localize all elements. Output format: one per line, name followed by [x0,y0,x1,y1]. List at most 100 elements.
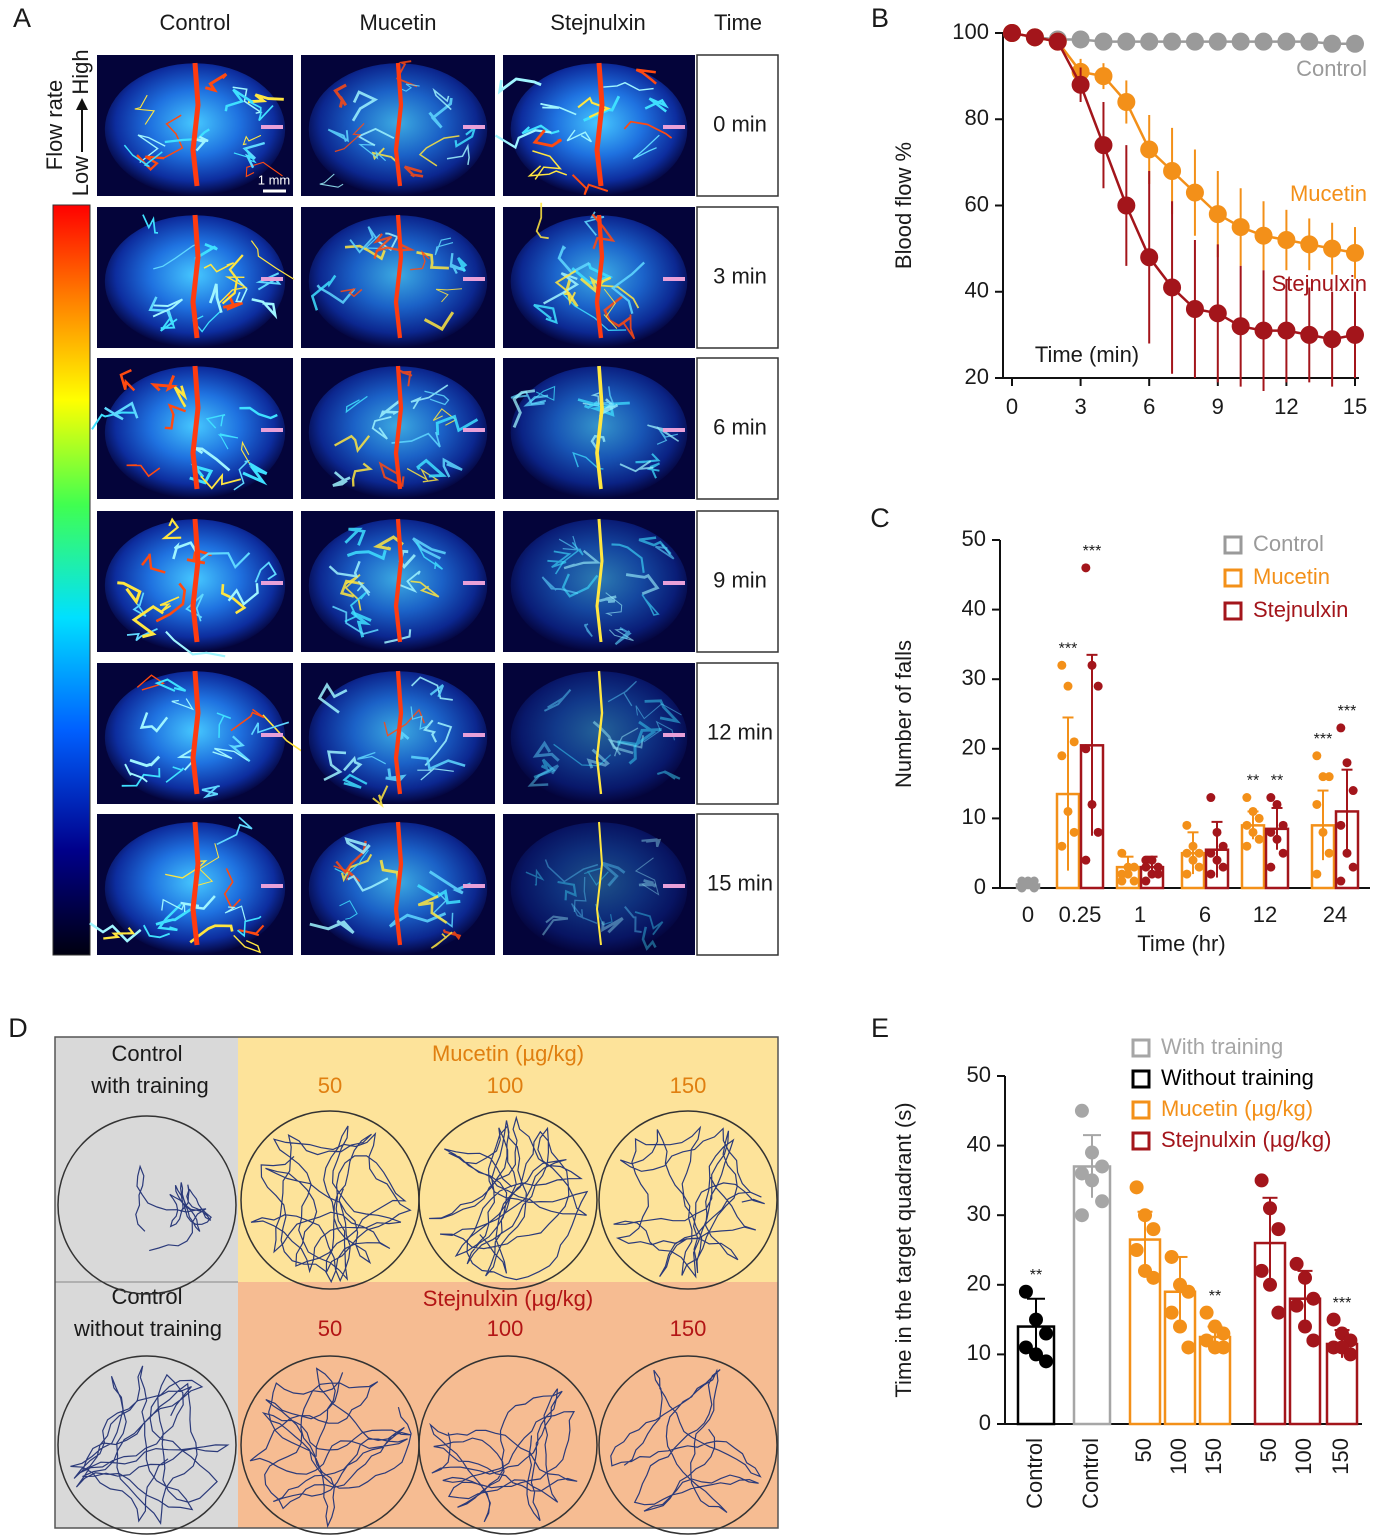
vessel [641,593,660,616]
swim-path [613,1125,765,1279]
marker [261,733,283,737]
vessel [242,462,268,486]
vessel [208,283,223,313]
vessel [228,735,251,763]
group-label: Mucetin (µg/kg) [432,1041,584,1066]
data-point [1348,862,1358,872]
vessel [347,874,389,892]
vessel [532,150,562,180]
vessel [417,884,461,905]
vessel [161,898,186,913]
data-point [1254,1263,1269,1278]
data-point [1129,876,1139,886]
data-point [1289,1298,1304,1313]
data-point [1140,140,1159,159]
data-point [1266,793,1276,803]
vessel [635,703,682,720]
vessel [598,280,640,309]
vessel [547,550,572,569]
data-point [1212,855,1222,865]
data-point [1208,304,1227,323]
vessel [340,853,373,883]
vessel [525,868,545,886]
data-point [1029,1347,1043,1362]
marker [663,581,685,585]
marker [663,125,685,129]
pool [598,1110,778,1290]
significance: *** [1314,731,1333,748]
vessel [155,907,193,926]
vessel [161,517,182,540]
data-point [1087,660,1097,670]
marker [663,733,685,737]
data-point [1138,1208,1152,1223]
time-box [696,662,779,805]
vessel [557,880,577,901]
series-line [1011,31,1356,255]
pool [57,1115,237,1295]
vessel [242,134,262,146]
vessel [573,876,587,913]
vessel [598,595,617,603]
data-point [1336,820,1346,830]
x-tick-label: 6 [1143,394,1155,419]
vessel [379,399,402,419]
legend-swatch [1131,1069,1151,1089]
vessel [250,721,290,736]
time-label: 0 min [713,111,767,136]
data-point [1277,321,1296,340]
x-tick-label: 100 [1291,1438,1316,1475]
group-label: Stejnulxin (µg/kg) [423,1286,593,1311]
vessel [523,394,549,407]
colorbar [52,204,91,956]
vessel [423,311,455,332]
data-point [1208,32,1227,51]
data-point [1277,231,1296,249]
data-point [1163,278,1182,297]
vessel [457,256,468,273]
pool [598,1355,778,1535]
x-tick-label: 150 [1201,1438,1226,1475]
swim-path [429,1115,589,1281]
data-point [1206,793,1216,803]
vessel [527,764,560,787]
vessel [124,763,148,783]
data-point [1153,862,1163,872]
vessel [540,102,577,116]
swim-path [249,1367,412,1529]
vessel [349,226,378,254]
vessel [553,743,612,767]
vessel [644,699,682,724]
data-point [1278,848,1288,858]
vessel [579,276,612,297]
vessel [373,233,393,259]
vessel [641,926,657,951]
vessel [121,767,161,787]
vessel [619,460,654,473]
panel-label: C [870,503,890,533]
vessel [632,134,660,160]
dose-label: 150 [670,1316,707,1341]
data-point [1085,1173,1099,1188]
y-axis-label: Blood flow % [891,142,916,269]
vessel [160,315,178,332]
vessel [634,720,662,748]
vessel [592,720,634,755]
vessel [395,60,418,88]
data-point [1263,1277,1277,1292]
x-tick-label: 0 [1022,902,1034,927]
vessel [646,462,660,479]
dose-label: 50 [318,1073,342,1098]
marker [463,125,485,129]
vessel [571,174,609,196]
data-point [1003,24,1021,42]
data-point [1318,772,1328,782]
vessel [388,912,447,928]
data-point [1324,772,1334,782]
vessel [250,240,295,280]
vessel [227,583,259,607]
y-tick-label: 20 [962,735,986,760]
vessel [134,94,156,125]
vessel [232,86,263,114]
significance: *** [1333,1295,1352,1312]
